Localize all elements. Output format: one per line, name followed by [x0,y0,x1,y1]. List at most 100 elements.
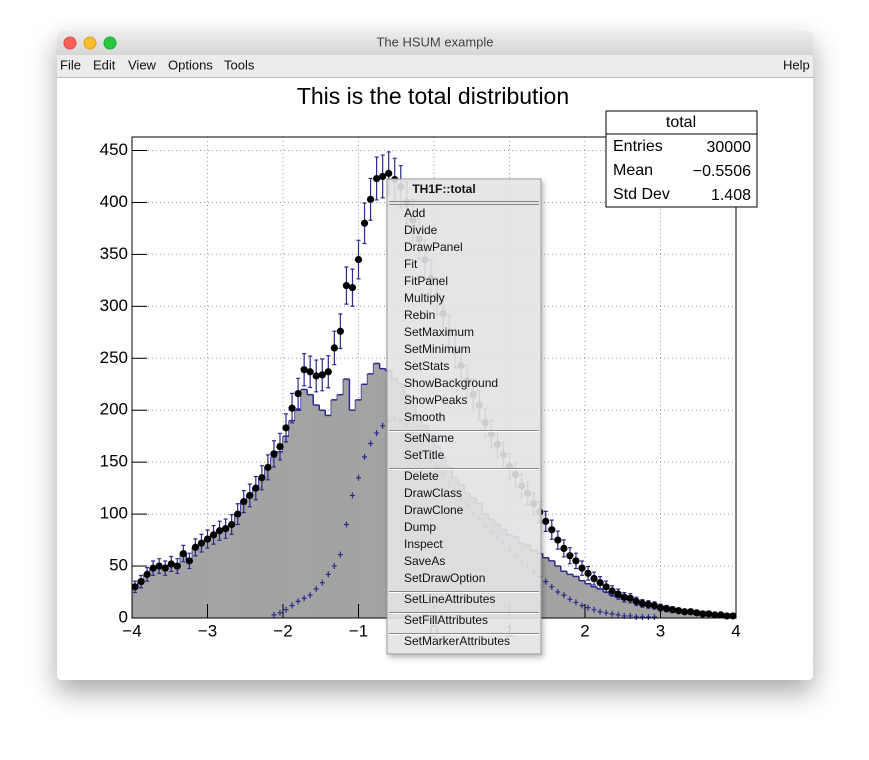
context-menu-item[interactable]: Rebin [404,308,435,322]
data-point [143,570,151,578]
context-menu-item[interactable]: ShowPeaks [404,393,467,407]
context-menu-item[interactable]: DrawPanel [404,240,463,254]
cross-marker [543,578,549,585]
menu-bar [57,55,813,77]
x-tick-label: −4 [122,621,141,640]
data-point [336,327,344,335]
cross-marker [380,422,386,429]
histogram-bin [609,595,616,618]
context-menu-frame [386,178,542,655]
context-menu-item[interactable]: SaveAs [404,554,445,568]
data-point [324,368,332,376]
histogram-bin [283,436,290,618]
data-point [584,569,592,577]
context-menu-item[interactable]: SetTitle [404,448,445,462]
data-point [632,597,640,605]
histogram-bin [192,547,199,618]
context-menu-item[interactable]: SetStats [404,359,449,373]
histogram-bin [313,405,320,618]
context-menu-item[interactable]: SetName [404,431,454,445]
data-point [699,610,707,618]
y-tick-label: 150 [100,452,128,471]
context-menu-item[interactable]: Multiply [404,291,445,305]
context-menu-item[interactable]: Add [404,206,425,220]
data-point [681,608,689,616]
histogram-bin [234,514,242,618]
data-point [246,491,254,500]
data-point [294,390,302,398]
data-point [560,544,568,552]
window-title: The HSUM example [376,34,493,49]
histogram-bin [295,410,302,618]
histogram-bin [675,610,682,618]
histogram-bin [669,609,676,618]
context-menu-item[interactable]: SetMarkerAttributes [404,634,510,648]
context-menu-item[interactable]: Inspect [404,537,443,551]
histogram-bin [566,574,574,618]
minimize-button[interactable] [83,36,97,50]
data-point [662,605,671,613]
stats-title: total [666,114,696,131]
cross-marker [368,440,374,447]
histogram-bin [361,384,368,618]
data-point [270,450,278,458]
context-menu-item[interactable]: DrawClone [404,503,464,517]
histogram-bin [585,583,592,618]
context-menu-item[interactable]: SetDrawOption [404,571,485,585]
stats-box: total Entries 30000 Mean −0.5506 Std Dev 1.40… [605,110,758,208]
context-menu-item[interactable]: SetMaximum [404,325,474,339]
histogram-bin [276,451,284,618]
cross-marker [331,563,337,570]
menu-item[interactable]: Tools [224,57,255,72]
context-menu-item[interactable]: Fit [404,257,418,271]
context-menu-item[interactable]: DrawClass [404,486,462,500]
menu-item[interactable]: View [128,57,157,72]
context-menu-item[interactable]: SetMinimum [404,342,471,356]
histogram-bin [216,530,223,618]
data-point [234,510,242,518]
cross-marker [337,551,343,558]
histogram-bin [180,553,187,618]
x-tick-label: −3 [198,621,217,640]
close-button[interactable] [63,36,77,50]
histogram-bin [289,420,296,618]
menu-item[interactable]: File [60,57,81,72]
cross-marker [356,474,361,481]
data-point [360,219,369,227]
data-point [373,174,381,183]
data-point [650,601,659,610]
histogram-bin [258,477,266,618]
context-menu-item[interactable]: Delete [404,469,439,483]
context-menu-item[interactable]: Smooth [404,410,445,424]
context-menu-item[interactable]: SetLineAttributes [404,592,495,606]
context-menu-item[interactable]: FitPanel [404,274,448,288]
histogram-bin [597,588,604,618]
cross-marker [343,521,349,528]
histogram-bin [651,606,658,618]
histogram-bin [615,597,622,618]
menu-item[interactable]: Help [783,57,810,72]
cross-marker [277,609,283,616]
stats-label: Std Dev [613,186,670,203]
context-menu-item[interactable]: Dump [404,520,436,534]
data-point [155,562,163,570]
stats-label: Entries [613,138,663,155]
data-point [693,609,701,617]
data-point [596,579,604,587]
cross-marker [271,611,277,618]
zoom-button[interactable] [103,36,117,50]
histogram-bin [307,394,314,618]
histogram-bin [186,560,193,618]
context-menu-item[interactable]: Divide [404,223,438,237]
context-menu-item[interactable]: SetFillAttributes [404,613,488,627]
menu-item[interactable]: Edit [93,57,116,72]
histogram-bin [633,602,640,618]
data-point [668,606,677,614]
histogram-bin [162,568,169,618]
data-point [548,526,556,534]
data-point [626,594,634,602]
histogram-bin [367,373,374,618]
menu-item[interactable]: Options [168,57,213,72]
context-menu-item[interactable]: ShowBackground [404,376,498,390]
